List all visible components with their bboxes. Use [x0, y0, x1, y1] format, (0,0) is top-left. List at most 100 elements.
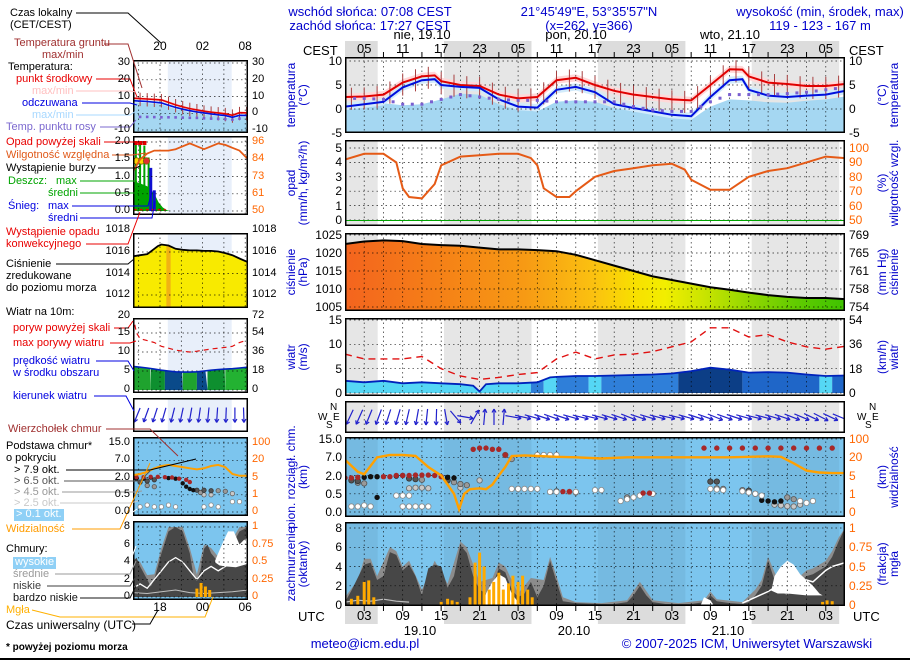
legend-item-4: Temperatura:	[8, 61, 73, 73]
utc-tick: 03	[356, 608, 372, 623]
day-label: pon, 20.10	[545, 27, 607, 42]
mini-tick-right: 1012	[252, 288, 277, 300]
legend-item-33: > 7.9 okt.	[14, 464, 60, 476]
compass-w: W	[318, 412, 328, 423]
mini-tick-right: 96	[252, 135, 265, 147]
legend-item-3: max/min	[42, 49, 84, 61]
mini-tick-left: 20	[117, 72, 130, 85]
axis-tick-left: 1010	[315, 282, 342, 296]
legend-item-9: Temp. punktu rosy	[6, 121, 96, 133]
axis-tick-left: 1005	[315, 300, 342, 314]
axis-tick-left: 0.0	[325, 505, 342, 519]
altitude-label: wysokość (min, środek, max)	[736, 4, 904, 19]
mini-temperature-panel	[133, 60, 248, 133]
legend-item-24: Wiatr na 10m:	[6, 306, 75, 318]
mini-tick-left: 5	[123, 364, 130, 376]
utc-tick: 21	[780, 608, 795, 623]
mini-tick-right: 0.75	[252, 537, 274, 550]
mini-tick-left: 2.0	[114, 470, 130, 483]
axis-tick-right: -5	[849, 126, 860, 140]
copyright-text: © 2007-2025 ICM, Uniwersytet Warszawski	[621, 636, 873, 651]
axis-tick-left: 5	[335, 141, 342, 155]
mini-tick-right: 0	[252, 590, 259, 602]
mini-wind-panel	[133, 318, 248, 393]
utc-tick: 03	[664, 608, 680, 623]
mini-tick-left: 4	[123, 555, 130, 567]
axis-tick-left: 2.0	[325, 468, 342, 483]
legend-item-36: > 2.5 okt.	[14, 497, 60, 509]
mini-tick-right: 50	[252, 204, 265, 216]
panel-title-right-5: (frakcja) mgła	[875, 542, 901, 586]
axis-tick-left: 1	[335, 198, 342, 213]
compass-n: N	[869, 402, 877, 413]
legend-item-11: Wilgotność względna	[6, 149, 110, 161]
mini-tick-right: 5	[252, 470, 259, 483]
utc-tick: 03	[510, 608, 526, 623]
mini-tick-right: 18	[252, 364, 265, 376]
axis-tick-left: 0	[335, 598, 342, 612]
mini-tick-left: 30	[117, 56, 130, 68]
axis-tick-left: 2	[335, 578, 342, 593]
mini-wind-direction-strip	[133, 398, 248, 432]
axis-tick-right: 1	[849, 521, 856, 535]
utc-label-right: UTC	[853, 609, 880, 624]
mini-tick-left: 8	[123, 520, 130, 532]
mini-tick-left: 1014	[105, 266, 130, 279]
legend-item-0: Czas lokalny	[10, 7, 73, 19]
axis-tick-right: 0	[849, 386, 856, 400]
legend-item-30: Wierzchołek chmur	[8, 423, 102, 435]
utc-strip	[345, 606, 840, 624]
date-label: 20.10	[557, 623, 591, 638]
legend-item-29: kierunek wiatru	[13, 390, 87, 402]
mini-tick-right: 20	[252, 72, 265, 85]
axis-tick-right: 758	[849, 282, 870, 296]
mini-tick-right: -10	[252, 123, 268, 135]
axis-tick-right: 70	[849, 184, 863, 199]
axis-tick-left: 15	[328, 313, 342, 327]
axis-tick-left: 0	[335, 102, 342, 116]
main-wind-panel	[345, 318, 845, 396]
axis-tick-right: 36	[849, 337, 863, 352]
mini-tick-left: 2	[123, 572, 130, 585]
utc-tick: 09	[549, 608, 564, 623]
legend-item-2: Temperatura gruntu	[14, 37, 110, 49]
legend-item-6: max/min	[32, 85, 74, 97]
cest-tick: 17	[587, 41, 603, 56]
axis-tick-left: 10	[328, 54, 342, 68]
mini-tick-left: 15	[117, 326, 130, 338]
cest-tick: 05	[510, 41, 526, 56]
date-label: 21.10	[711, 623, 745, 638]
mini-tick-right: 20	[252, 453, 265, 466]
mini-tick-left: 1012	[105, 288, 130, 300]
axis-tick-right: 761	[849, 264, 870, 278]
mini-tick-right: 54	[252, 326, 265, 338]
mini-tick-left: 0.0	[114, 204, 130, 216]
utc-tick: 09	[703, 608, 718, 623]
legend-item-14: max	[56, 175, 77, 187]
legend-item-18: średni	[48, 212, 78, 224]
contact-email-link[interactable]: meteo@icm.edu.pl	[310, 636, 420, 651]
axis-tick-left: 5	[335, 361, 342, 376]
mini-tick-left: 10	[117, 89, 130, 102]
mini-cloud-extent-panel	[133, 437, 248, 516]
mini-precip-panel	[133, 136, 248, 215]
axis-tick-right: 5	[849, 468, 856, 483]
sunset-text: zachód słońca: 17:27 CEST	[289, 18, 451, 33]
mini-tick-right: 0	[252, 383, 259, 395]
cest-tick: 23	[626, 41, 641, 56]
mini-tick-right: 1	[252, 487, 259, 500]
mini-tick-left: 15.0	[108, 436, 130, 448]
grid-xy: (x=262, y=366)	[545, 18, 633, 33]
legend-item-38: Widzialność	[6, 523, 65, 535]
mini-tick-left: 0	[123, 383, 130, 395]
mini-tick-right: 72	[252, 309, 265, 321]
cest-tick: 11	[549, 41, 564, 56]
mini-tick-left: 6	[123, 537, 130, 550]
axis-tick-left: 0	[335, 213, 342, 227]
legend-item-39: Chmury:	[6, 543, 48, 555]
mini-tick-right: 1016	[252, 245, 277, 257]
legend-item-42: niskie	[13, 580, 42, 592]
mini-utc-tick: 06	[238, 600, 252, 614]
cest-tick: 05	[818, 41, 833, 56]
